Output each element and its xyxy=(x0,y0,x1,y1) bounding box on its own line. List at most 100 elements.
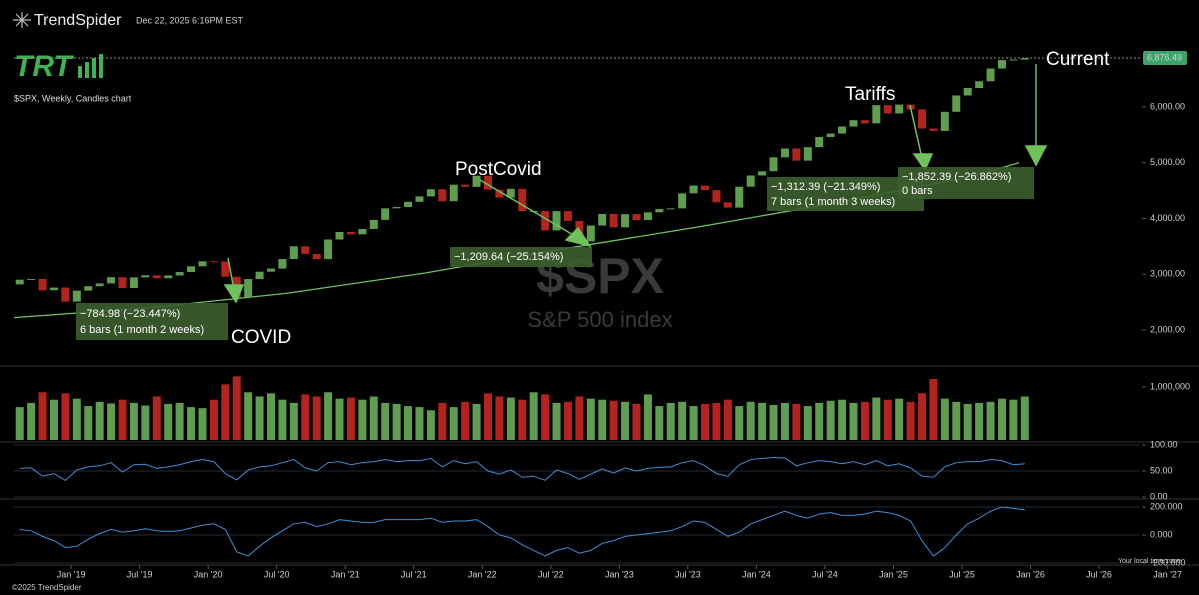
candle xyxy=(792,148,801,161)
volume-bar xyxy=(529,392,538,440)
candle xyxy=(952,95,961,112)
volume-bar xyxy=(723,399,732,440)
candle xyxy=(95,283,104,287)
volume-bar xyxy=(209,399,218,440)
x-tick-label: Jul '20 xyxy=(264,569,290,579)
candle xyxy=(735,186,744,208)
candle xyxy=(678,193,687,209)
volume-bar xyxy=(175,402,184,440)
candle xyxy=(369,219,378,229)
volume-bar xyxy=(792,403,801,440)
candle xyxy=(415,196,424,202)
x-tick-label: Jul '23 xyxy=(675,569,701,579)
x-tick-label: Jan '19 xyxy=(57,569,86,579)
candle xyxy=(244,279,253,298)
volume-bar xyxy=(61,393,70,440)
candle xyxy=(758,171,767,176)
volume-bar xyxy=(678,401,687,440)
copyright: ©2025 TrendSpider xyxy=(12,583,82,592)
candle xyxy=(723,202,732,208)
volume-bar xyxy=(266,393,275,440)
volume-bar xyxy=(826,400,835,440)
candle xyxy=(392,207,401,209)
candle xyxy=(986,68,995,82)
candle xyxy=(586,225,595,242)
candle xyxy=(312,253,321,260)
volume-bar xyxy=(118,399,127,440)
marks: Jan '19 Jul '19 Jan '20 Jul '20 Jan '21 Jul '… xyxy=(13,51,1190,579)
y-tick-label: 0.000 xyxy=(1150,529,1173,539)
volume-bar xyxy=(324,392,333,440)
candle xyxy=(506,188,515,198)
candle xyxy=(860,120,869,124)
candle xyxy=(541,211,550,231)
candle xyxy=(563,211,572,221)
volume-bar xyxy=(49,399,58,440)
annotation-bars: 6 bars (1 month 2 weeks) xyxy=(80,324,204,336)
volume-bar xyxy=(72,398,81,440)
candle xyxy=(118,277,127,288)
volume-bar xyxy=(221,384,230,440)
annotation-box xyxy=(898,167,1034,199)
volume-bar xyxy=(769,405,778,440)
volume-bar xyxy=(187,407,196,440)
candle xyxy=(221,261,230,277)
annotation-box xyxy=(767,177,924,211)
candle xyxy=(358,228,367,235)
candle xyxy=(780,148,789,158)
volume-bar xyxy=(369,396,378,440)
x-tick-label: Jul '25 xyxy=(949,569,975,579)
volume-bar xyxy=(289,402,298,440)
annotation-change: −784.98 (−23.447%) xyxy=(80,308,180,320)
volume-bar xyxy=(141,405,150,440)
candle xyxy=(918,109,927,129)
x-tick-label: Jan '21 xyxy=(331,569,360,579)
candle xyxy=(940,111,949,131)
candle xyxy=(621,214,630,228)
volume-bar xyxy=(655,406,664,440)
candle xyxy=(632,214,641,221)
volume-bar xyxy=(472,403,481,440)
timestamp: Dec 22, 2025 6:16PM EST xyxy=(136,15,244,25)
candle xyxy=(975,81,984,89)
volume-bar xyxy=(483,393,492,440)
volume-bar xyxy=(426,410,435,440)
x-tick-label: Jan '22 xyxy=(468,569,497,579)
volume-bar xyxy=(940,398,949,440)
volume-bar xyxy=(1009,399,1018,440)
candle xyxy=(15,279,24,285)
candle xyxy=(495,189,504,198)
candle xyxy=(141,275,150,278)
candle xyxy=(381,208,390,220)
y-tick-label: 100.00 xyxy=(1150,439,1178,449)
volume-bar xyxy=(575,396,584,440)
volume-bar xyxy=(438,402,447,440)
x-tick-label: Jul '21 xyxy=(401,569,427,579)
candle xyxy=(335,232,344,240)
volume-bar xyxy=(906,401,915,440)
candle xyxy=(849,120,858,127)
volume-bar xyxy=(392,403,401,440)
subtitle: $SPX, Weekly, Candles chart xyxy=(14,93,132,103)
volume-bar xyxy=(415,407,424,440)
candle xyxy=(815,137,824,148)
candle xyxy=(1020,58,1029,60)
volume-bar xyxy=(586,398,595,440)
candle xyxy=(175,272,184,276)
candle xyxy=(872,105,881,124)
macd-line xyxy=(19,506,1025,557)
annotation-bars: 0 bars xyxy=(902,185,933,197)
volume-bar xyxy=(152,396,161,440)
candle xyxy=(746,175,755,187)
candle xyxy=(701,185,710,191)
volume-bar xyxy=(312,396,321,440)
volume-bar xyxy=(712,402,721,440)
volume-bar xyxy=(346,397,355,440)
volume-bar xyxy=(335,398,344,440)
y-tick-label: -200.000 xyxy=(1150,557,1186,567)
last-price-box xyxy=(1143,51,1187,66)
candle xyxy=(324,239,333,260)
candle xyxy=(107,277,116,284)
volume-bar xyxy=(780,402,789,440)
